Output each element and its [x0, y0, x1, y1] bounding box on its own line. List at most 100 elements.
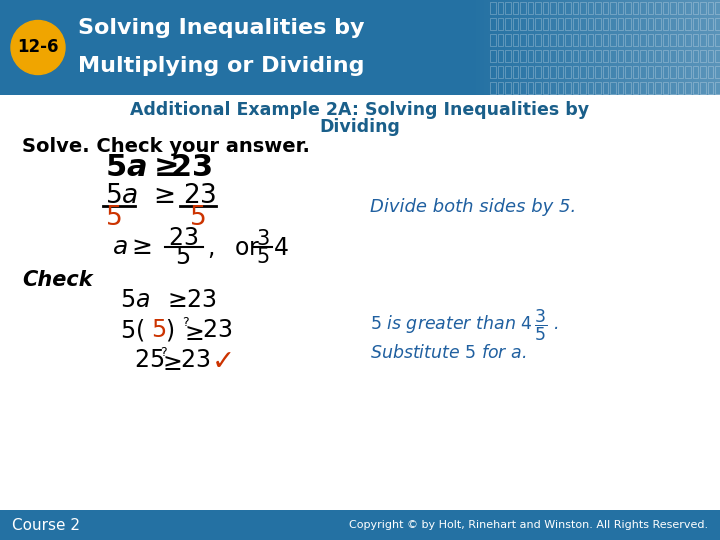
Bar: [708, 2, 713, 14]
Text: $,$  or  $4$: $,$ or $4$: [207, 234, 289, 260]
Bar: [599, 0, 600, 95]
Bar: [660, 0, 661, 95]
Text: $\bf{5}$$\bfit{a}$: $\bf{5}$$\bfit{a}$: [105, 153, 147, 183]
Bar: [655, 18, 660, 30]
Bar: [637, 0, 638, 95]
Bar: [520, 18, 526, 30]
Bar: [618, 50, 623, 62]
Bar: [550, 0, 551, 95]
Bar: [495, 0, 496, 95]
Bar: [683, 0, 684, 95]
Bar: [706, 0, 707, 95]
Bar: [516, 0, 517, 95]
Bar: [620, 0, 621, 95]
Bar: [526, 0, 527, 95]
Bar: [700, 82, 706, 94]
Bar: [711, 0, 712, 95]
Bar: [565, 50, 570, 62]
Bar: [564, 0, 565, 95]
Bar: [505, 18, 510, 30]
Text: $\geq$: $\geq$: [180, 321, 204, 345]
Bar: [636, 0, 637, 95]
Bar: [573, 0, 574, 95]
Bar: [654, 0, 655, 95]
Bar: [662, 0, 663, 95]
Bar: [566, 0, 567, 95]
Bar: [565, 34, 570, 46]
Bar: [690, 0, 691, 95]
Bar: [559, 0, 560, 95]
Bar: [550, 18, 556, 30]
Bar: [492, 0, 493, 95]
Bar: [715, 66, 720, 78]
Bar: [697, 0, 698, 95]
Bar: [647, 18, 653, 30]
Bar: [625, 66, 631, 78]
Bar: [709, 0, 710, 95]
Bar: [708, 66, 713, 78]
Bar: [535, 50, 541, 62]
Bar: [489, 0, 490, 95]
Bar: [668, 0, 669, 95]
Bar: [670, 2, 675, 14]
Bar: [572, 18, 578, 30]
Bar: [585, 0, 586, 95]
Bar: [710, 0, 711, 95]
Bar: [640, 82, 646, 94]
Bar: [684, 0, 685, 95]
Bar: [669, 0, 670, 95]
Bar: [713, 0, 714, 95]
Bar: [561, 0, 562, 95]
Bar: [717, 0, 718, 95]
Bar: [689, 0, 690, 95]
Text: Solve. Check your answer.: Solve. Check your answer.: [22, 137, 310, 156]
Bar: [652, 0, 653, 95]
Bar: [503, 0, 504, 95]
Bar: [618, 66, 623, 78]
Bar: [588, 2, 593, 14]
Bar: [610, 66, 616, 78]
Bar: [626, 0, 627, 95]
Bar: [502, 0, 503, 95]
Bar: [562, 0, 563, 95]
Bar: [693, 82, 698, 94]
Bar: [606, 0, 607, 95]
Bar: [490, 34, 495, 46]
Bar: [565, 66, 570, 78]
Bar: [693, 50, 698, 62]
Bar: [615, 0, 616, 95]
Bar: [590, 0, 591, 95]
Bar: [528, 18, 533, 30]
Text: $?$: $?$: [182, 315, 190, 328]
Bar: [505, 0, 506, 95]
Bar: [631, 0, 632, 95]
Bar: [639, 0, 640, 95]
Bar: [512, 0, 513, 95]
Bar: [662, 2, 668, 14]
Bar: [481, 0, 482, 95]
Bar: [529, 0, 530, 95]
Bar: [618, 0, 619, 95]
Bar: [558, 0, 559, 95]
Bar: [609, 0, 610, 95]
Bar: [521, 0, 522, 95]
Text: $3$: $3$: [256, 229, 270, 249]
Text: $23$: $23$: [186, 288, 216, 312]
Bar: [497, 0, 498, 95]
Bar: [498, 34, 503, 46]
Bar: [640, 0, 641, 95]
Bar: [714, 0, 715, 95]
Bar: [618, 18, 623, 30]
Bar: [640, 50, 646, 62]
Bar: [571, 0, 572, 95]
Bar: [625, 34, 631, 46]
Bar: [664, 0, 665, 95]
Bar: [584, 0, 585, 95]
Bar: [603, 34, 608, 46]
Bar: [580, 34, 585, 46]
Text: Additional Example 2A: Solving Inequalities by: Additional Example 2A: Solving Inequalit…: [130, 101, 590, 119]
Bar: [592, 0, 593, 95]
Bar: [498, 50, 503, 62]
Bar: [681, 0, 682, 95]
Bar: [645, 0, 646, 95]
